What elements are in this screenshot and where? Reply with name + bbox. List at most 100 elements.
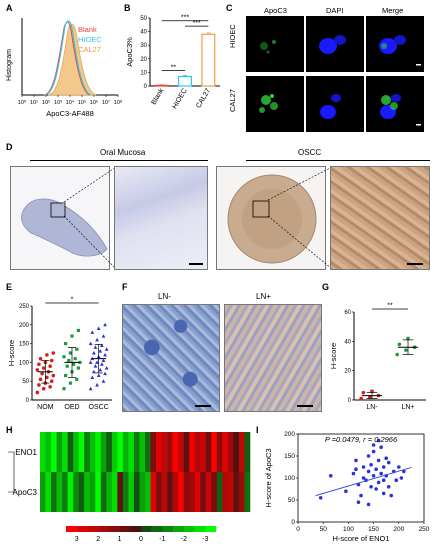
data-point bbox=[49, 379, 54, 383]
heatmap-cell bbox=[89, 472, 96, 512]
if-hioec-dapi bbox=[306, 16, 364, 72]
panel-a-xtick-label: 10¹ bbox=[30, 100, 38, 106]
data-point bbox=[376, 438, 381, 443]
histogram-blank-curve bbox=[43, 21, 91, 96]
heatmap-cell bbox=[238, 432, 245, 472]
data-point bbox=[49, 358, 54, 363]
heatmap-cell bbox=[150, 432, 157, 472]
ln-negative-image bbox=[122, 304, 220, 412]
panel-label-g: G bbox=[322, 282, 330, 292]
heatmap-cell bbox=[139, 432, 146, 472]
data-point bbox=[88, 341, 93, 346]
data-point bbox=[361, 476, 366, 480]
xtick-label: NOM bbox=[37, 404, 54, 411]
heatmap-cell bbox=[233, 432, 240, 472]
scale-swatch bbox=[183, 526, 195, 532]
data-point bbox=[397, 465, 401, 469]
heatmap-cell bbox=[95, 472, 102, 512]
panel-a-xlabel: ApoC3-AF488 bbox=[46, 109, 94, 118]
data-point bbox=[72, 362, 76, 366]
heatmap-cell bbox=[40, 432, 46, 472]
panel-b-ytick-label: 10 bbox=[140, 70, 147, 76]
data-point bbox=[62, 355, 66, 359]
data-point bbox=[368, 395, 372, 399]
data-point bbox=[91, 351, 96, 355]
data-point bbox=[38, 356, 43, 361]
if-cal27-merge bbox=[366, 76, 424, 132]
heatmap-cell bbox=[45, 432, 52, 472]
data-point bbox=[389, 493, 394, 498]
if-cal27-apoc3 bbox=[246, 76, 304, 132]
heatmap-cell bbox=[78, 472, 85, 512]
panel-a-xtick-label: 10⁴ bbox=[66, 99, 75, 106]
regression-line bbox=[315, 466, 412, 497]
scale-swatch bbox=[98, 526, 110, 532]
heatmap-cell bbox=[222, 472, 229, 512]
data-point bbox=[99, 343, 104, 347]
col-title-merge: Merge bbox=[382, 6, 404, 15]
ytick-label: 50 bbox=[288, 497, 296, 504]
heatmap-cell bbox=[111, 472, 118, 512]
heatmap-cell bbox=[161, 472, 168, 512]
col-title-apoc3: ApoC3 bbox=[264, 6, 287, 15]
data-point bbox=[64, 342, 68, 346]
heatmap-cell bbox=[128, 432, 135, 472]
data-point bbox=[404, 348, 408, 352]
heatmap-cell bbox=[189, 432, 196, 472]
row-label-cal27: CAL27 bbox=[228, 89, 237, 112]
data-point bbox=[51, 351, 56, 355]
histogram-cal27-fill bbox=[47, 23, 97, 96]
panel-b-ytick-label: 40 bbox=[140, 30, 147, 36]
data-point bbox=[328, 474, 333, 478]
heatmap-cell bbox=[122, 472, 129, 512]
heatmap-cell bbox=[45, 472, 52, 512]
heatmap-cell bbox=[145, 432, 151, 472]
ytick-label: 20 bbox=[344, 369, 351, 375]
heatmap-cell bbox=[205, 432, 212, 472]
heatmap-cell bbox=[167, 432, 173, 472]
heatmap-cell bbox=[200, 432, 207, 472]
histogram-hioec-curve bbox=[44, 20, 92, 96]
panel-label-d: D bbox=[6, 142, 13, 152]
panel-h-heatmap: ENO1 ApoC3 3 2 1 0 -1 -2 -3 bbox=[8, 432, 251, 543]
heatmap-cell bbox=[161, 432, 168, 472]
heatmap-cell bbox=[122, 432, 129, 472]
panel-a-xtick-label: 10⁷ bbox=[102, 99, 110, 106]
data-point bbox=[359, 493, 363, 498]
significance-label: ** bbox=[387, 303, 393, 310]
oscc-zoom bbox=[330, 166, 430, 270]
data-point bbox=[366, 454, 371, 458]
data-point bbox=[351, 471, 356, 476]
scale-label: 2 bbox=[96, 536, 100, 543]
data-point bbox=[98, 367, 103, 372]
panel-b-ytick-label: 20 bbox=[140, 57, 147, 63]
heatmap-cell bbox=[156, 432, 162, 472]
data-point bbox=[381, 478, 386, 482]
panel-a-xtick-label: 10² bbox=[42, 100, 50, 106]
heatmap-cell bbox=[150, 472, 157, 512]
scale-swatch bbox=[76, 526, 88, 532]
data-point bbox=[386, 460, 391, 465]
panel-label-a: A bbox=[6, 3, 13, 13]
xtick-label: LN+ bbox=[401, 404, 414, 411]
scale-swatch bbox=[162, 526, 174, 532]
heatmap-cell bbox=[200, 472, 207, 512]
heatmap-cell bbox=[62, 472, 68, 512]
data-point bbox=[376, 480, 381, 485]
panel-label-i: I bbox=[256, 425, 259, 435]
if-cal27-dapi bbox=[306, 76, 364, 132]
heatmap-cell bbox=[139, 472, 146, 512]
scale-label: 0 bbox=[139, 536, 143, 543]
xtick-label: 100 bbox=[343, 526, 354, 533]
ln-positive-image bbox=[224, 304, 322, 412]
heatmap-row-label: ENO1 bbox=[15, 448, 37, 457]
data-point bbox=[75, 347, 79, 351]
panel-f-ln: LN- LN+ bbox=[122, 292, 322, 414]
oral-mucosa-zoom bbox=[114, 166, 208, 270]
heatmap-cell bbox=[106, 472, 113, 512]
scale-swatch bbox=[130, 526, 142, 532]
heatmap-cell bbox=[56, 472, 63, 512]
data-point bbox=[101, 334, 106, 338]
panel-b-ytick-label: 50 bbox=[140, 16, 147, 22]
panel-d-ihc: Oral Mucosa OSCC bbox=[10, 148, 432, 280]
